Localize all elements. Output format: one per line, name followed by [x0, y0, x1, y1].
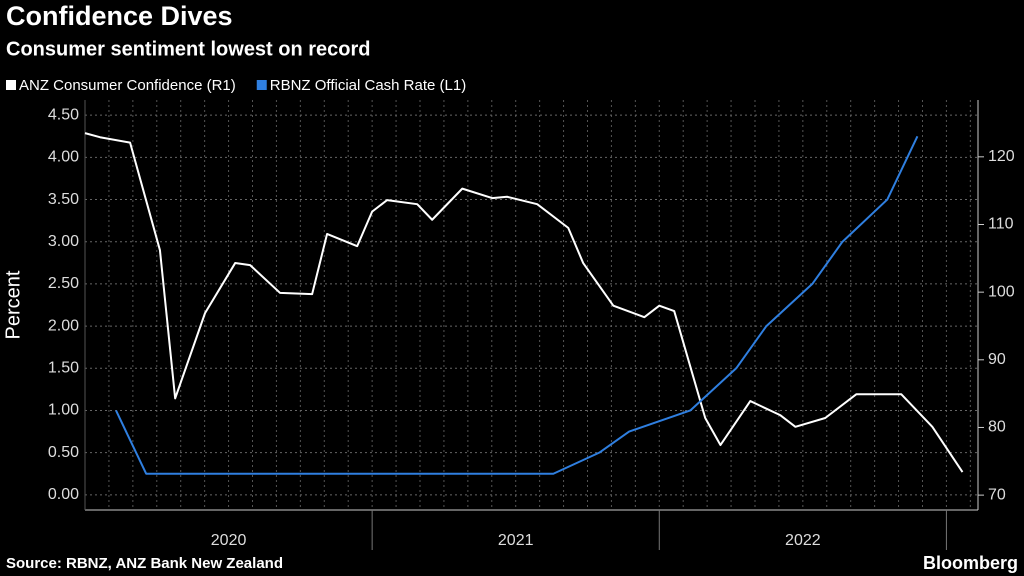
y2-tick-label: 90 [988, 351, 1006, 368]
y-tick-label: 1.00 [48, 402, 79, 419]
x-tick-label: 2022 [785, 532, 821, 549]
y-axis-label: Percent [2, 270, 24, 339]
y2-tick-label: 120 [988, 148, 1015, 165]
y-tick-label: 3.00 [48, 233, 79, 250]
x-tick-label: 2020 [211, 532, 247, 549]
series-line [115, 135, 919, 475]
chart-subtitle: Consumer sentiment lowest on record [6, 38, 371, 60]
legend-swatch [256, 80, 267, 90]
y-tick-label: 2.00 [48, 317, 79, 334]
y-tick-label: 3.50 [48, 191, 79, 208]
y-tick-label: 1.50 [48, 359, 79, 376]
y2-tick-label: 100 [988, 283, 1015, 300]
legend-label: RBNZ Official Cash Rate (L1) [270, 77, 466, 94]
source: Source: RBNZ, ANZ Bank New Zealand [6, 555, 283, 572]
y-tick-label: 0.00 [48, 486, 79, 503]
y2-tick-label: 110 [988, 216, 1014, 233]
brand: Bloomberg [923, 553, 1018, 573]
legend-swatch [6, 80, 16, 90]
y2-tick-label: 80 [988, 419, 1006, 436]
y2-tick-label: 70 [988, 486, 1006, 503]
y-tick-label: 2.50 [48, 275, 79, 292]
legend-label: ANZ Consumer Confidence (R1) [19, 77, 236, 94]
chart-title: Confidence Dives [6, 1, 233, 31]
y-tick-label: 0.50 [48, 444, 79, 461]
series-line [84, 132, 964, 473]
y-tick-label: 4.50 [48, 106, 79, 123]
x-tick-label: 2021 [498, 532, 534, 549]
y-tick-label: 4.00 [48, 149, 79, 166]
